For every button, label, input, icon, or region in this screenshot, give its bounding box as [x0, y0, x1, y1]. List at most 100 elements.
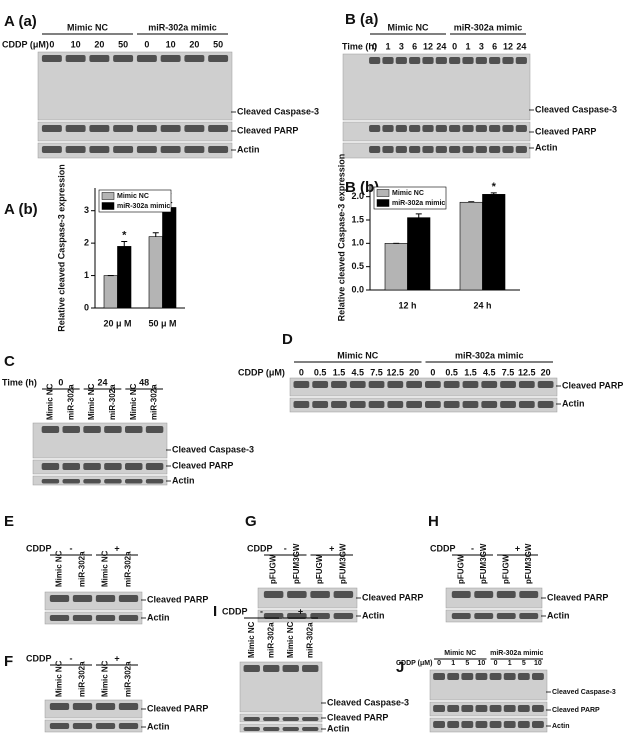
significance: * — [492, 181, 497, 193]
group-label: - — [284, 543, 287, 553]
legend-label: Mimic NC — [392, 190, 424, 197]
blot-band — [89, 146, 110, 153]
blot-band — [293, 401, 310, 408]
blot-band — [208, 146, 229, 153]
lane-label: pFUM3GW — [479, 543, 488, 584]
blot-band — [113, 55, 134, 62]
blot-band — [184, 125, 205, 132]
blot-band — [349, 381, 366, 388]
group-label: miR-302a mimic — [455, 350, 524, 360]
blot-band — [145, 463, 164, 470]
blot-band — [422, 125, 434, 132]
blot-band — [369, 125, 381, 132]
blot-band — [243, 727, 260, 731]
lane-label: miR-302a — [66, 384, 75, 420]
panel-label: B (a) — [345, 11, 378, 28]
blot-band — [447, 721, 460, 728]
bar — [384, 243, 408, 291]
blot-band — [433, 673, 445, 680]
blot-band — [395, 146, 407, 153]
band-label: Actin — [172, 475, 195, 485]
blot-band — [65, 55, 86, 62]
blot-band — [136, 55, 157, 62]
band-label: Cleaved Caspase-3 — [552, 689, 616, 696]
blot-band — [518, 381, 535, 388]
blot-band — [451, 591, 471, 598]
blot-band — [449, 57, 461, 64]
group-label: miR-302a mimic — [490, 650, 543, 657]
lane-label: 0 — [452, 41, 457, 51]
lane-label: pFUGW — [456, 554, 465, 584]
blot-band — [502, 125, 514, 132]
blot-band — [333, 591, 354, 598]
group-label: - — [70, 543, 73, 553]
row-label: CDDP — [26, 653, 52, 663]
panel-label: G — [245, 513, 257, 530]
y-tick-label: 1 — [84, 270, 89, 280]
blot-band — [395, 57, 407, 64]
blot-band — [49, 723, 70, 729]
blot-band — [462, 146, 474, 153]
lane-label: 10 — [478, 660, 486, 667]
blot-band — [125, 463, 143, 470]
blot-band — [263, 665, 280, 672]
lane-label: 6 — [412, 41, 417, 51]
y-tick-label: 3 — [84, 205, 89, 215]
band-label: Cleaved Caspase-3 — [172, 444, 254, 454]
band-label: Cleaved PARP — [547, 592, 608, 602]
lane-label: miR-302a — [124, 661, 133, 697]
bar — [162, 207, 177, 309]
y-tick-label: 1.0 — [351, 238, 364, 248]
blot-band — [243, 665, 260, 672]
x-tick-label: 50 μ M — [148, 318, 176, 328]
blot-band — [118, 703, 139, 710]
band-label: Cleaved PARP — [147, 594, 208, 604]
band-label: Actin — [547, 610, 570, 620]
blot-band — [113, 125, 134, 132]
lane-label: 12 — [503, 41, 513, 51]
blot-band — [41, 146, 62, 153]
group-label: + — [114, 543, 119, 553]
blot-band — [382, 57, 394, 64]
blot-band — [532, 673, 544, 680]
lane-label: 24 — [436, 41, 446, 51]
bar — [117, 246, 132, 309]
group-label: miR-302a mimic — [454, 22, 523, 32]
blot-band — [83, 479, 101, 484]
blot-band — [145, 479, 164, 484]
lane-label: Mimic NC — [286, 621, 295, 658]
blot-band — [62, 463, 80, 470]
band-label: Cleaved PARP — [172, 460, 233, 470]
lane-label: 20 — [94, 39, 104, 49]
lane-label: 4.5 — [351, 367, 364, 377]
blot-band — [369, 57, 381, 64]
blot-band — [462, 57, 474, 64]
lane-label: 20 — [189, 39, 199, 49]
blot-band — [517, 705, 530, 712]
blot-band — [475, 673, 488, 680]
blot-band — [496, 613, 516, 619]
blot-band — [331, 401, 347, 408]
lane-label: miR-302a — [78, 661, 87, 697]
blot-band — [433, 721, 445, 728]
blot-band — [481, 381, 498, 388]
blot-band — [515, 146, 527, 153]
blot-band — [368, 401, 385, 408]
group-label: - — [260, 606, 263, 616]
blot-strip — [289, 377, 558, 397]
blot-band — [503, 705, 516, 712]
legend-label: Mimic NC — [117, 193, 149, 200]
blot-strip — [289, 397, 558, 413]
blot-band — [435, 146, 447, 153]
lane-label: 1 — [385, 41, 390, 51]
lane-label: 7.5 — [502, 367, 515, 377]
blot-band — [89, 55, 110, 62]
band-label: Cleaved PARP — [362, 592, 423, 602]
blot-band — [475, 57, 487, 64]
lane-label: Mimic NC — [55, 660, 64, 697]
row-label: CDDP (μM) — [396, 660, 432, 667]
blot-band — [83, 463, 101, 470]
lane-label: pFUM3GW — [292, 543, 301, 584]
blot-band — [104, 479, 122, 484]
blot-band — [369, 146, 381, 153]
